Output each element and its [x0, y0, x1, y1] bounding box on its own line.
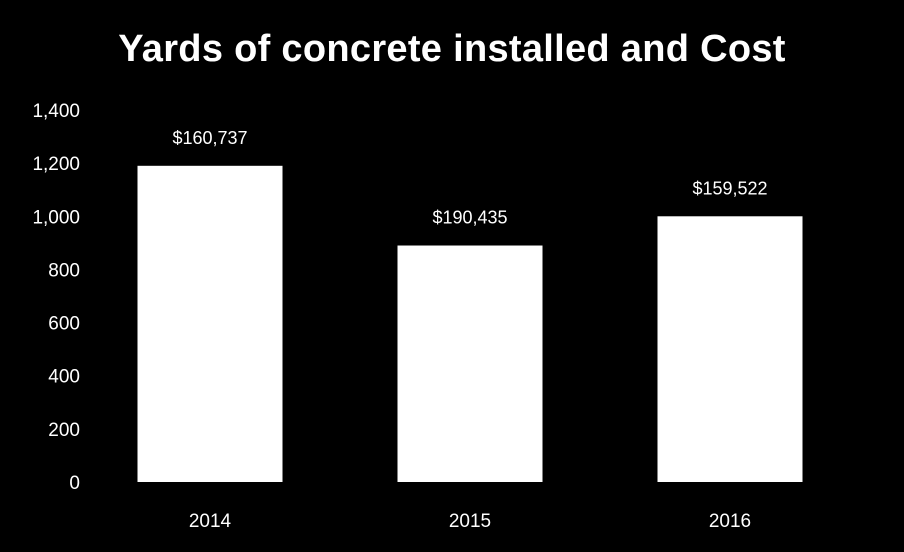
x-tick-label: 2014 [189, 511, 232, 532]
y-tick-label: 600 [48, 314, 80, 335]
data-label: $159,522 [692, 178, 767, 198]
y-tick-label: 200 [48, 420, 80, 441]
chart-title: Yards of concrete installed and Cost [118, 28, 786, 70]
bar-2015 [397, 245, 543, 482]
data-label: $190,435 [432, 208, 507, 228]
data-label: $160,737 [172, 128, 247, 148]
y-tick-label: 400 [48, 367, 80, 388]
x-tick-label: 2015 [449, 511, 491, 532]
bar-2016 [657, 216, 803, 483]
y-tick-label: 1,000 [32, 207, 80, 228]
y-tick-label: 0 [69, 473, 80, 494]
y-tick-label: 800 [48, 260, 80, 281]
bar-2014 [137, 165, 283, 483]
y-tick-label: 1,400 [32, 101, 80, 122]
y-tick-label: 1,200 [32, 154, 80, 175]
x-tick-label: 2016 [709, 511, 751, 532]
